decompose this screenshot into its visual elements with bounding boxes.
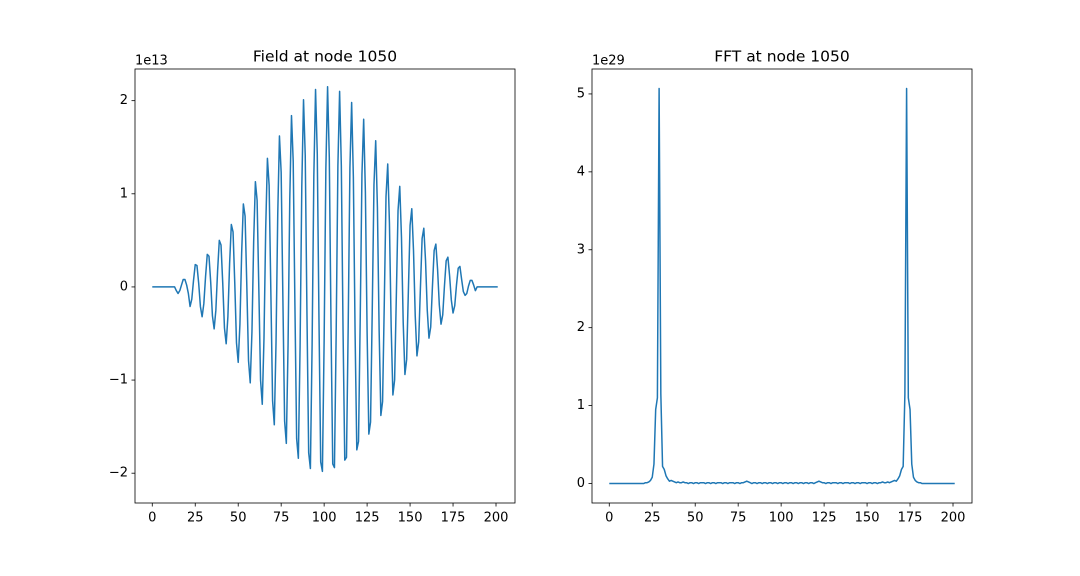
x-tick-label: 150 xyxy=(855,511,880,526)
y-tick-label: 4 xyxy=(577,164,585,179)
y-tick-label: −2 xyxy=(109,466,128,481)
x-tick-label: 175 xyxy=(898,511,923,526)
x-tick-label: 100 xyxy=(769,511,794,526)
x-tick-label: 200 xyxy=(941,511,966,526)
x-tick-label: 125 xyxy=(812,511,837,526)
axes-frame xyxy=(134,68,516,504)
x-tick-label: 125 xyxy=(355,511,380,526)
y-tick-label: 0 xyxy=(120,279,128,294)
y-tick-label: 2 xyxy=(577,320,585,335)
axis-offset-label: 1e13 xyxy=(135,54,168,69)
x-tick-label: 50 xyxy=(687,511,704,526)
x-tick-label: 25 xyxy=(644,511,661,526)
y-tick-label: 3 xyxy=(577,242,585,257)
data-line xyxy=(152,85,498,473)
axes-frame xyxy=(591,68,973,504)
x-tick-label: 75 xyxy=(273,511,290,526)
x-tick-label: 25 xyxy=(187,511,204,526)
y-tick-label: 1 xyxy=(577,398,585,413)
x-tick-label: 50 xyxy=(230,511,247,526)
x-tick-label: 150 xyxy=(398,511,423,526)
x-tick-label: 175 xyxy=(441,511,466,526)
x-tick-label: 75 xyxy=(730,511,747,526)
x-tick-label: 100 xyxy=(312,511,337,526)
y-tick-label: 1 xyxy=(120,186,128,201)
axis-offset-label: 1e29 xyxy=(592,54,625,69)
y-tick-label: 0 xyxy=(577,476,585,491)
y-tick-label: 5 xyxy=(577,86,585,101)
data-line xyxy=(609,87,955,485)
y-tick-label: −1 xyxy=(109,373,128,388)
chart-title: FFT at node 1050 xyxy=(714,48,850,66)
y-tick-label: 2 xyxy=(120,93,128,108)
chart-title: Field at node 1050 xyxy=(253,48,397,66)
x-tick-label: 200 xyxy=(484,511,509,526)
x-tick-label: 0 xyxy=(148,511,156,526)
x-tick-label: 0 xyxy=(605,511,613,526)
